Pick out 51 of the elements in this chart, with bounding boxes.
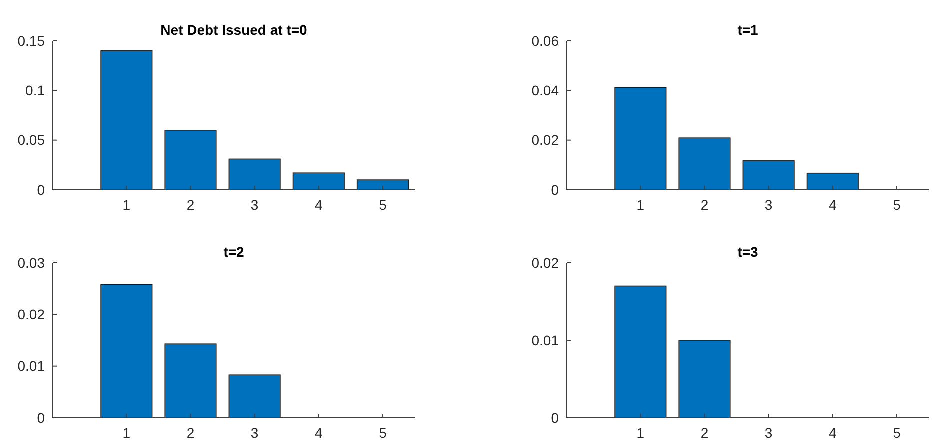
x-tick-label: 5 [379, 425, 388, 441]
x-tick-label: 4 [828, 197, 837, 213]
bar [806, 172, 859, 190]
bar [228, 374, 281, 418]
y-tick-label: 0.06 [532, 32, 560, 49]
x-tick-label: 5 [893, 425, 902, 441]
chart-title: Net Debt Issued at t=0 [160, 22, 308, 38]
x-tick-label: 1 [122, 425, 131, 441]
bar [100, 284, 153, 418]
x-tick-label: 1 [636, 425, 645, 441]
bar [228, 158, 281, 190]
y-tick-label: 0.02 [532, 254, 560, 271]
y-tick-label: 0.02 [18, 306, 46, 323]
chart-title: t=3 [738, 244, 759, 260]
x-tick-label: 3 [764, 197, 773, 213]
bar [614, 87, 667, 190]
chart-title: t=2 [224, 244, 245, 260]
y-tick-label: 0.15 [18, 32, 46, 49]
y-tick-label: 0 [551, 182, 560, 198]
bar [164, 130, 217, 190]
bar [742, 160, 795, 190]
x-tick-label: 2 [186, 425, 195, 441]
bar [164, 344, 217, 418]
x-tick-label: 4 [314, 197, 323, 213]
y-tick-label: 0.01 [532, 332, 560, 348]
x-tick-label: 3 [250, 197, 259, 213]
y-tick-label: 0.04 [532, 82, 560, 99]
x-tick-label: 2 [700, 197, 709, 213]
x-tick-label: 5 [893, 197, 902, 213]
y-tick-label: 0.1 [26, 82, 46, 99]
y-tick-label: 0 [37, 410, 46, 426]
x-tick-label: 4 [828, 425, 837, 441]
bar [356, 180, 409, 190]
x-tick-label: 2 [186, 197, 195, 213]
x-tick-label: 5 [379, 197, 388, 213]
y-tick-label: 0 [551, 410, 560, 426]
y-tick-label: 0.02 [532, 132, 560, 148]
x-tick-label: 2 [700, 425, 709, 441]
x-tick-label: 1 [636, 197, 645, 213]
x-tick-label: 4 [314, 425, 323, 441]
x-tick-label: 3 [250, 425, 259, 441]
bar [678, 138, 731, 190]
y-tick-label: 0.05 [18, 132, 46, 148]
chart-title: t=1 [738, 22, 759, 38]
x-tick-label: 3 [764, 425, 773, 441]
y-tick-label: 0.03 [18, 254, 46, 271]
y-tick-label: 0.01 [18, 358, 46, 374]
bar [100, 50, 153, 190]
y-tick-label: 0 [37, 182, 46, 198]
bar [292, 172, 345, 190]
x-tick-label: 1 [122, 197, 131, 213]
